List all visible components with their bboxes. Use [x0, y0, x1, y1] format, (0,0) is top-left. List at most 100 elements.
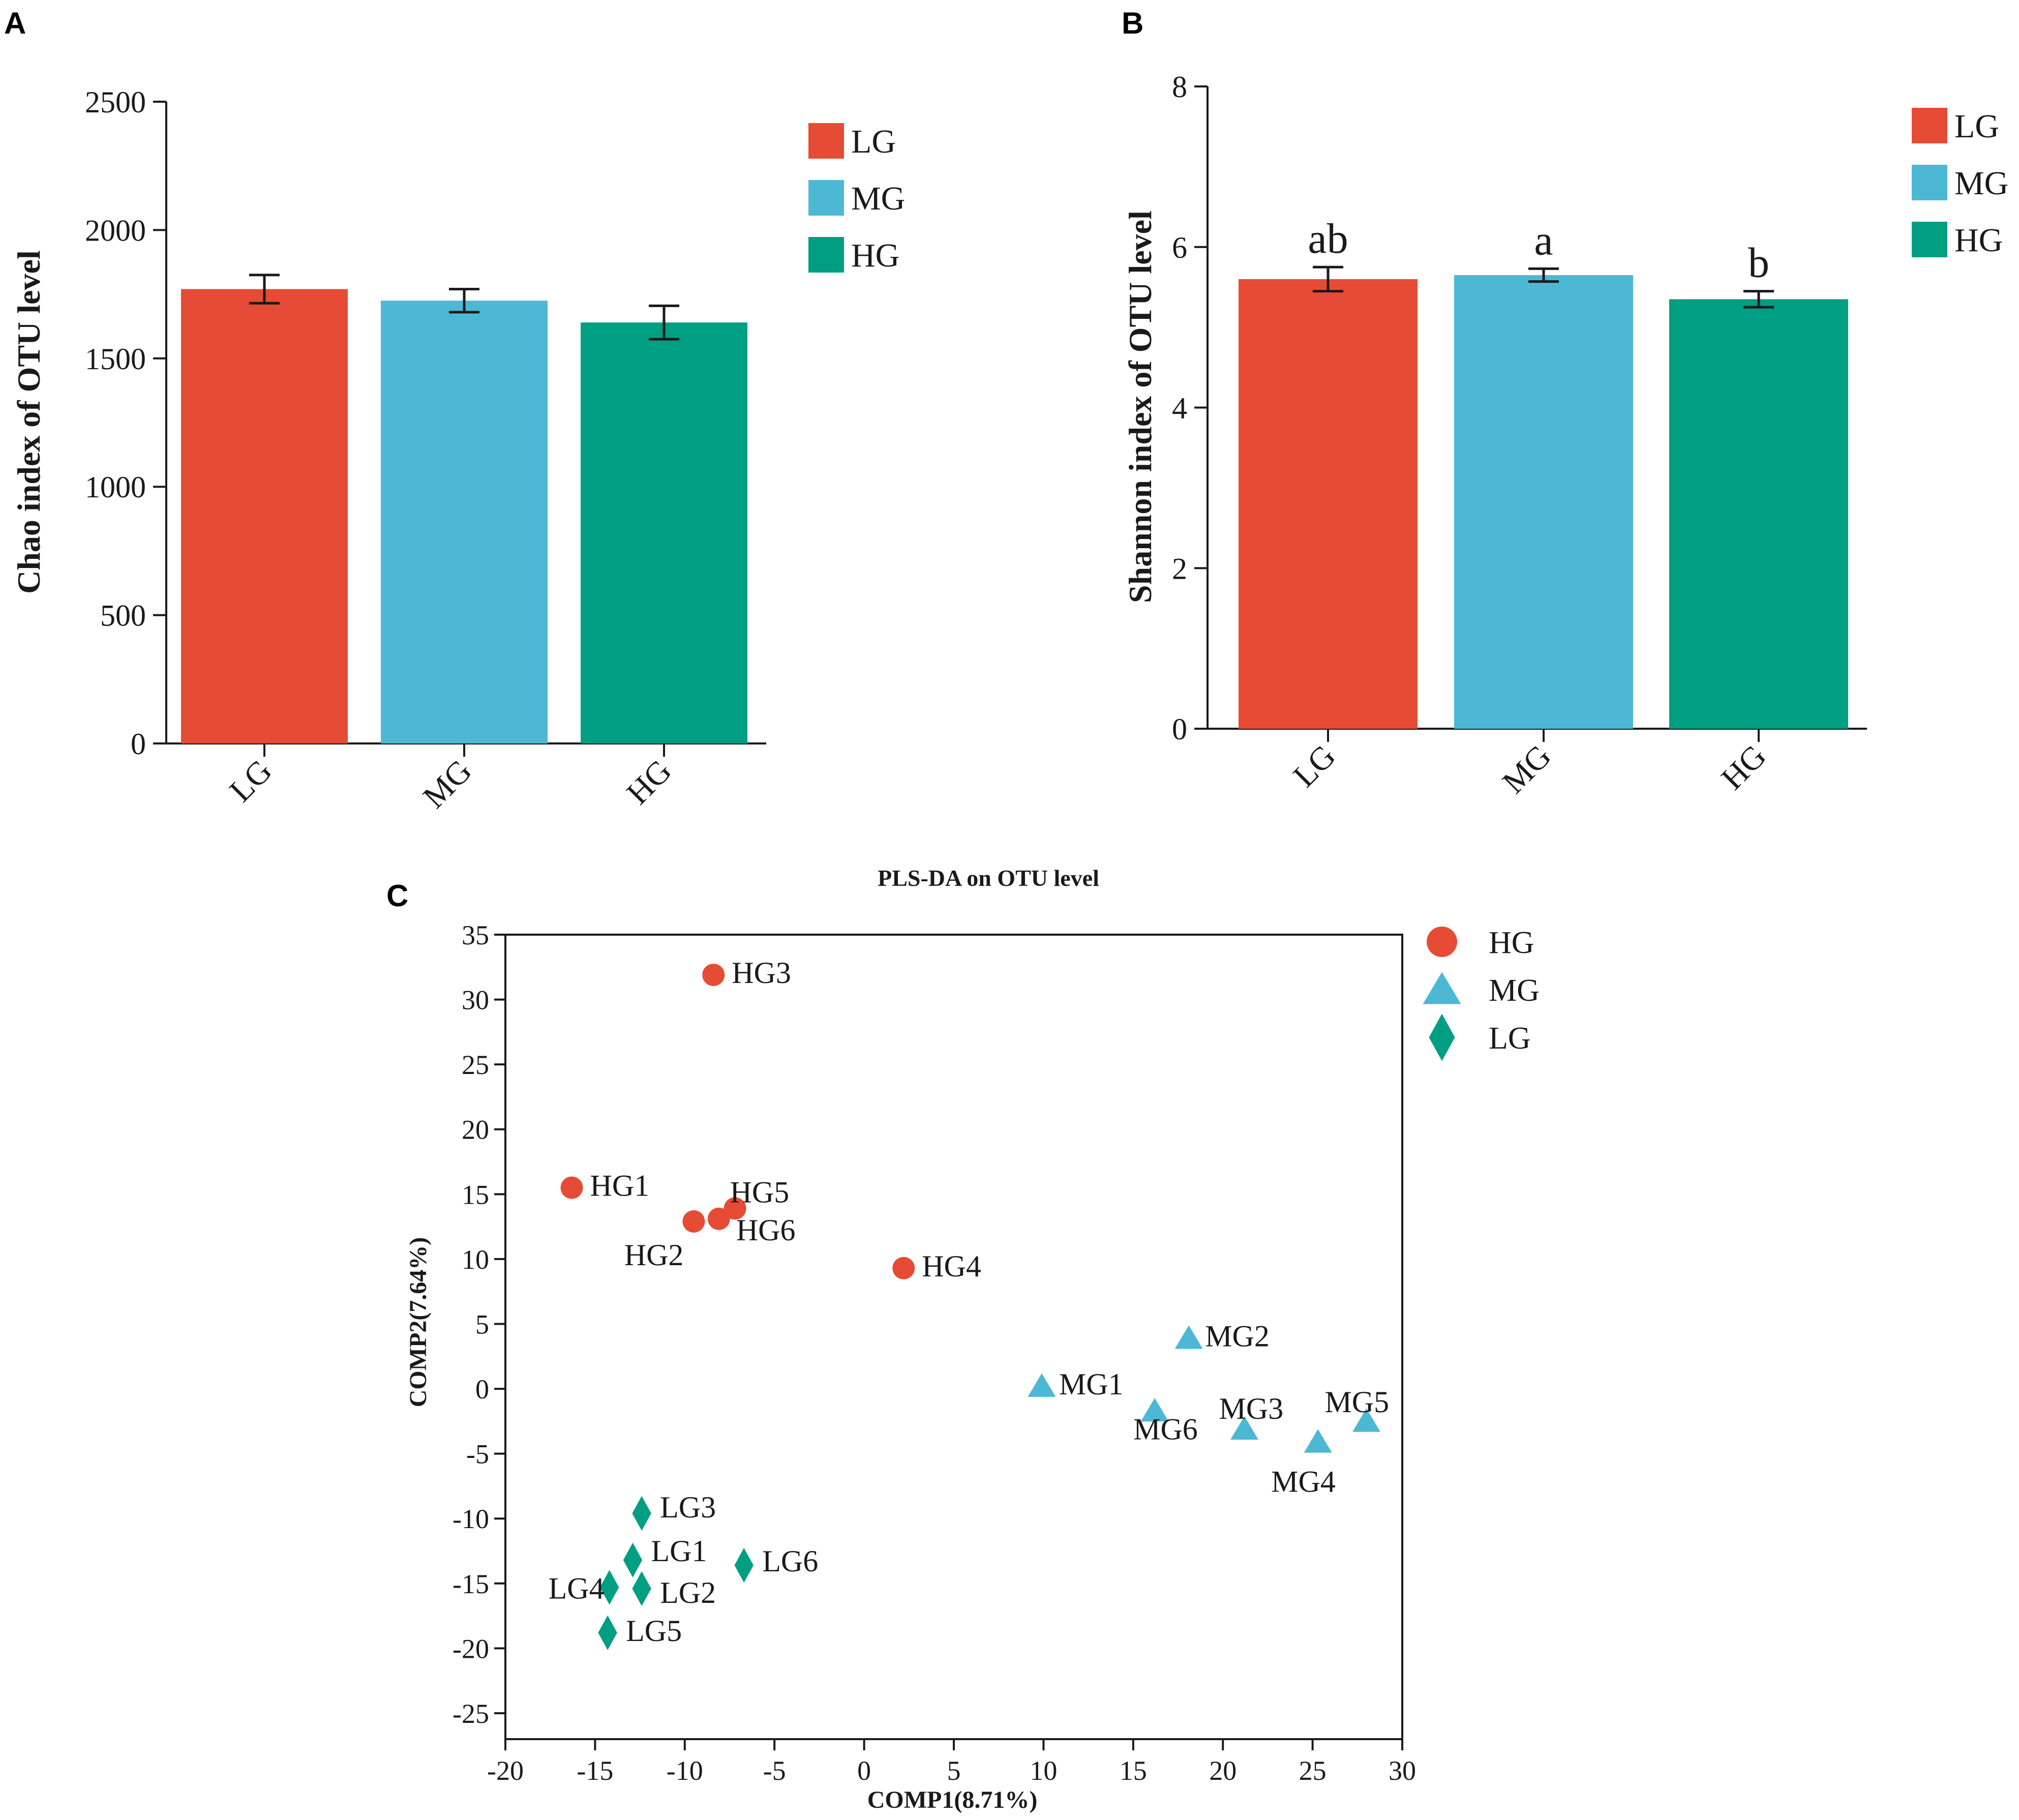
c-point-mg4 [1304, 1429, 1332, 1453]
b-significance-letter: a [1534, 217, 1553, 264]
c-x-tick-label: -10 [667, 1755, 703, 1786]
c-point-label-hg1: HG1 [590, 1169, 650, 1203]
c-point-label-lg6: LG6 [762, 1544, 818, 1578]
c-point-lg2 [632, 1571, 651, 1606]
a-legend-swatch-mg [808, 180, 844, 216]
c-point-label-lg2: LG2 [660, 1576, 716, 1609]
c-point-mg3 [1230, 1416, 1259, 1440]
c-legend-label-mg: MG [1489, 973, 1540, 1008]
c-y-ticks: -25 -20 -15 -10 -5 0 5 10 15 20 25 30 35 [453, 920, 505, 1729]
a-y-tick-label: 2500 [85, 85, 146, 119]
panel-label-b: B [1122, 6, 1143, 40]
b-legend-swatch-hg [1912, 222, 1947, 257]
a-y-tick-label: 0 [131, 727, 146, 761]
c-y-axis-label: COMP2(7.64%) [405, 1237, 432, 1408]
a-y-axis-label: Chao index of OTU level [11, 250, 47, 594]
a-y-tick-label: 1000 [85, 470, 146, 504]
c-y-tick-label: 0 [475, 1374, 489, 1405]
a-bars [181, 289, 747, 743]
c-points: HG1 HG2 HG3 HG4 HG5 HG6 MG1 MG2 MG3 MG4 MG5 MG6 LG1 L… [549, 956, 1389, 1650]
c-x-tick-label: 10 [1030, 1755, 1057, 1786]
c-point-label-lg4: LG4 [549, 1571, 605, 1605]
c-point-label-hg6: HG6 [736, 1213, 796, 1247]
c-point-label-mg4: MG4 [1271, 1465, 1336, 1499]
c-legend-marker-lg [1429, 1013, 1455, 1061]
c-x-tick-label: 0 [857, 1755, 871, 1786]
c-y-tick-label: -15 [453, 1569, 489, 1599]
c-point-hg1 [560, 1176, 583, 1199]
c-point-label-hg5: HG5 [730, 1175, 790, 1209]
c-y-tick-label: -10 [453, 1504, 489, 1534]
c-point-label-lg5: LG5 [626, 1614, 682, 1648]
b-legend-swatch-mg [1912, 165, 1947, 200]
a-legend-swatch-hg [808, 237, 844, 273]
c-y-tick-label: -5 [466, 1439, 489, 1470]
c-point-label-mg1: MG1 [1059, 1367, 1124, 1401]
a-error-bars [249, 274, 679, 341]
c-x-tick-label: -20 [487, 1755, 524, 1786]
c-x-tick-label: -15 [577, 1755, 613, 1786]
b-y-tick-label: 2 [1172, 552, 1187, 585]
b-y-ticks: 0 2 4 6 8 [1172, 70, 1208, 746]
b-significance-letter: ab [1308, 215, 1348, 262]
c-legend-label-hg: HG [1489, 926, 1534, 960]
b-error-bars [1313, 265, 1774, 309]
b-bars [1239, 275, 1848, 729]
c-x-tick-label: 30 [1389, 1755, 1416, 1786]
c-point-label-hg2: HG2 [624, 1238, 684, 1272]
c-point-label-mg2: MG2 [1205, 1320, 1270, 1353]
b-significance-letter: b [1748, 240, 1769, 287]
c-y-tick-label: 30 [462, 985, 489, 1016]
c-point-hg2 [682, 1210, 705, 1233]
c-x-ticks: -20 -15 -10 -5 0 5 10 15 20 25 30 [487, 1739, 1416, 1786]
a-y-tick-label: 500 [100, 599, 146, 633]
a-y-tick-label: 2000 [85, 214, 146, 247]
c-legend-marker-hg [1427, 927, 1457, 957]
a-legend-swatch-lg [808, 123, 844, 159]
c-point-lg6 [734, 1547, 754, 1583]
c-point-lg5 [598, 1615, 617, 1650]
c-point-lg4 [599, 1570, 619, 1605]
c-legend-marker-mg [1423, 972, 1461, 1004]
c-y-tick-label: 35 [462, 920, 489, 950]
b-bar-hg [1669, 299, 1848, 729]
b-y-tick-label: 8 [1172, 70, 1187, 104]
c-x-tick-label: 25 [1299, 1755, 1327, 1786]
a-legend-label-lg: LG [851, 123, 896, 160]
a-bar-lg [181, 289, 348, 743]
c-point-label-hg3: HG3 [732, 956, 791, 990]
b-y-tick-label: 4 [1172, 392, 1187, 425]
c-point-label-mg3: MG3 [1219, 1392, 1284, 1425]
a-bar-hg [581, 322, 747, 743]
c-point-mg1 [1028, 1373, 1056, 1397]
c-y-tick-label: 10 [462, 1244, 489, 1275]
b-y-tick-label: 6 [1172, 231, 1187, 264]
b-legend-swatch-lg [1912, 108, 1947, 143]
a-y-ticks: 0 500 1000 1500 2000 2500 [85, 85, 166, 761]
a-y-tick-label: 1500 [85, 342, 146, 376]
c-point-lg3 [632, 1496, 651, 1531]
a-legend-label-hg: HG [851, 237, 899, 274]
c-point-hg6 [707, 1207, 730, 1230]
c-point-lg1 [623, 1542, 643, 1577]
c-point-label-hg4: HG4 [922, 1249, 981, 1283]
b-y-axis-label: Shannon index of OTU level [1122, 211, 1158, 603]
c-y-tick-label: 25 [462, 1050, 489, 1080]
chao-bar-chart: 0 500 1000 1500 2000 2500 LG MG HG Chao index o… [11, 85, 905, 815]
c-x-tick-label: 15 [1120, 1755, 1147, 1786]
c-y-tick-label: -20 [453, 1633, 489, 1664]
b-legend: LG MG HG [1912, 108, 2008, 259]
c-y-tick-label: 20 [462, 1115, 489, 1145]
panel-label-a: A [4, 6, 26, 40]
b-legend-label-mg: MG [1954, 165, 2008, 202]
b-significance-letters: ab a b [1308, 215, 1769, 286]
c-x-tick-label: -5 [763, 1755, 786, 1786]
a-bar-mg [381, 301, 548, 743]
c-point-label-mg5: MG5 [1324, 1385, 1389, 1419]
c-y-tick-label: 5 [475, 1309, 489, 1339]
c-point-label-lg1: LG1 [651, 1534, 707, 1568]
b-bar-lg [1239, 279, 1418, 729]
c-x-tick-label: 5 [947, 1755, 961, 1786]
